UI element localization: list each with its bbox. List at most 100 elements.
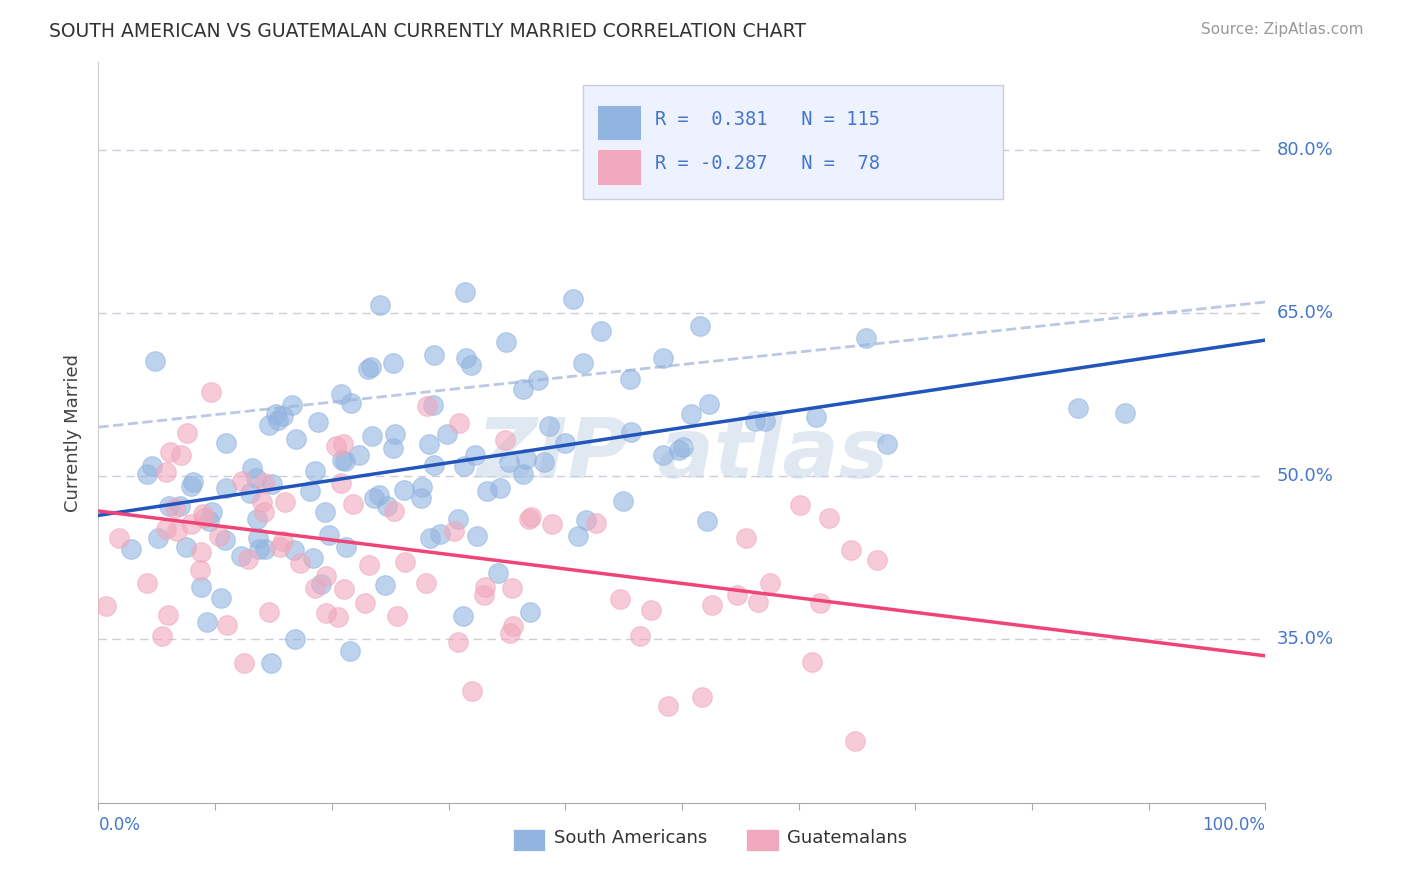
Point (333, 582, 356, 596)
Point (354, 596, 377, 610)
Point (181, 475, 204, 489)
Point (759, 576, 782, 591)
Point (411, 491, 433, 506)
Point (169, 448, 191, 462)
Point (335, 540, 357, 554)
Point (368, 298, 391, 312)
Point (94, 599, 117, 613)
Point (271, 409, 294, 423)
Point (200, 385, 222, 400)
Point (159, 445, 181, 459)
Point (789, 498, 811, 512)
Point (541, 517, 564, 532)
Point (190, 545, 212, 559)
Text: 35.0%: 35.0% (1277, 631, 1334, 648)
Point (394, 556, 416, 570)
Point (502, 619, 524, 633)
Point (174, 540, 197, 554)
Point (415, 399, 437, 413)
Point (472, 588, 495, 602)
Point (515, 451, 537, 466)
Point (339, 644, 361, 658)
Point (314, 505, 336, 519)
Text: 80.0%: 80.0% (1277, 141, 1333, 159)
Point (657, 698, 679, 713)
Point (839, 543, 862, 558)
Point (150, 629, 173, 643)
Point (619, 372, 641, 386)
Point (301, 551, 323, 566)
Point (668, 442, 690, 457)
Text: South Americans: South Americans (554, 830, 707, 847)
Point (290, 556, 312, 570)
Point (239, 486, 262, 500)
Point (447, 635, 470, 649)
Point (419, 531, 441, 545)
Point (640, 603, 662, 617)
Point (423, 348, 446, 362)
Point (679, 408, 702, 422)
Point (357, 362, 380, 376)
Point (208, 529, 231, 543)
Point (190, 580, 212, 594)
Point (247, 541, 270, 556)
Point (215, 436, 238, 450)
Point (575, 513, 598, 527)
Point (384, 427, 406, 442)
Point (240, 461, 263, 475)
Point (211, 591, 233, 606)
Point (451, 608, 474, 623)
Point (702, 598, 724, 612)
Point (304, 581, 326, 595)
Point (494, 433, 516, 447)
Point (652, 351, 675, 365)
Point (198, 514, 221, 528)
FancyBboxPatch shape (582, 85, 1002, 200)
Point (176, 426, 198, 441)
Point (1066, 401, 1088, 415)
Point (349, 448, 371, 462)
Point (436, 427, 458, 442)
Point (309, 577, 332, 591)
FancyBboxPatch shape (596, 104, 641, 140)
Text: SOUTH AMERICAN VS GUATEMALAN CURRENTLY MARRIED CORRELATION CHART: SOUTH AMERICAN VS GUATEMALAN CURRENTLY M… (49, 22, 806, 41)
Y-axis label: Currently Married: Currently Married (65, 353, 83, 512)
Point (325, 439, 347, 453)
Point (245, 470, 267, 484)
Point (447, 417, 470, 431)
Point (538, 418, 561, 433)
Text: 50.0%: 50.0% (1277, 467, 1333, 485)
Point (360, 429, 382, 443)
Point (381, 356, 404, 370)
Point (254, 541, 277, 556)
Point (464, 448, 486, 462)
Point (517, 512, 540, 526)
Point (429, 527, 451, 541)
Point (333, 454, 356, 468)
Point (512, 467, 534, 482)
Point (180, 516, 202, 531)
Point (145, 354, 167, 368)
Point (274, 495, 297, 509)
Point (329, 386, 352, 401)
Point (215, 617, 238, 632)
Point (628, 629, 651, 643)
Point (422, 398, 444, 412)
Point (855, 331, 877, 345)
Point (262, 476, 284, 491)
Point (817, 511, 839, 525)
Point (747, 595, 769, 609)
Point (374, 578, 396, 592)
Point (285, 433, 308, 447)
Point (696, 514, 718, 528)
Point (363, 491, 385, 506)
Point (527, 373, 550, 387)
Point (332, 437, 354, 451)
Point (193, 507, 215, 521)
Point (499, 626, 522, 640)
Text: 65.0%: 65.0% (1277, 304, 1333, 322)
Point (236, 552, 259, 566)
Point (689, 319, 711, 334)
Point (342, 497, 364, 511)
Point (453, 458, 475, 473)
